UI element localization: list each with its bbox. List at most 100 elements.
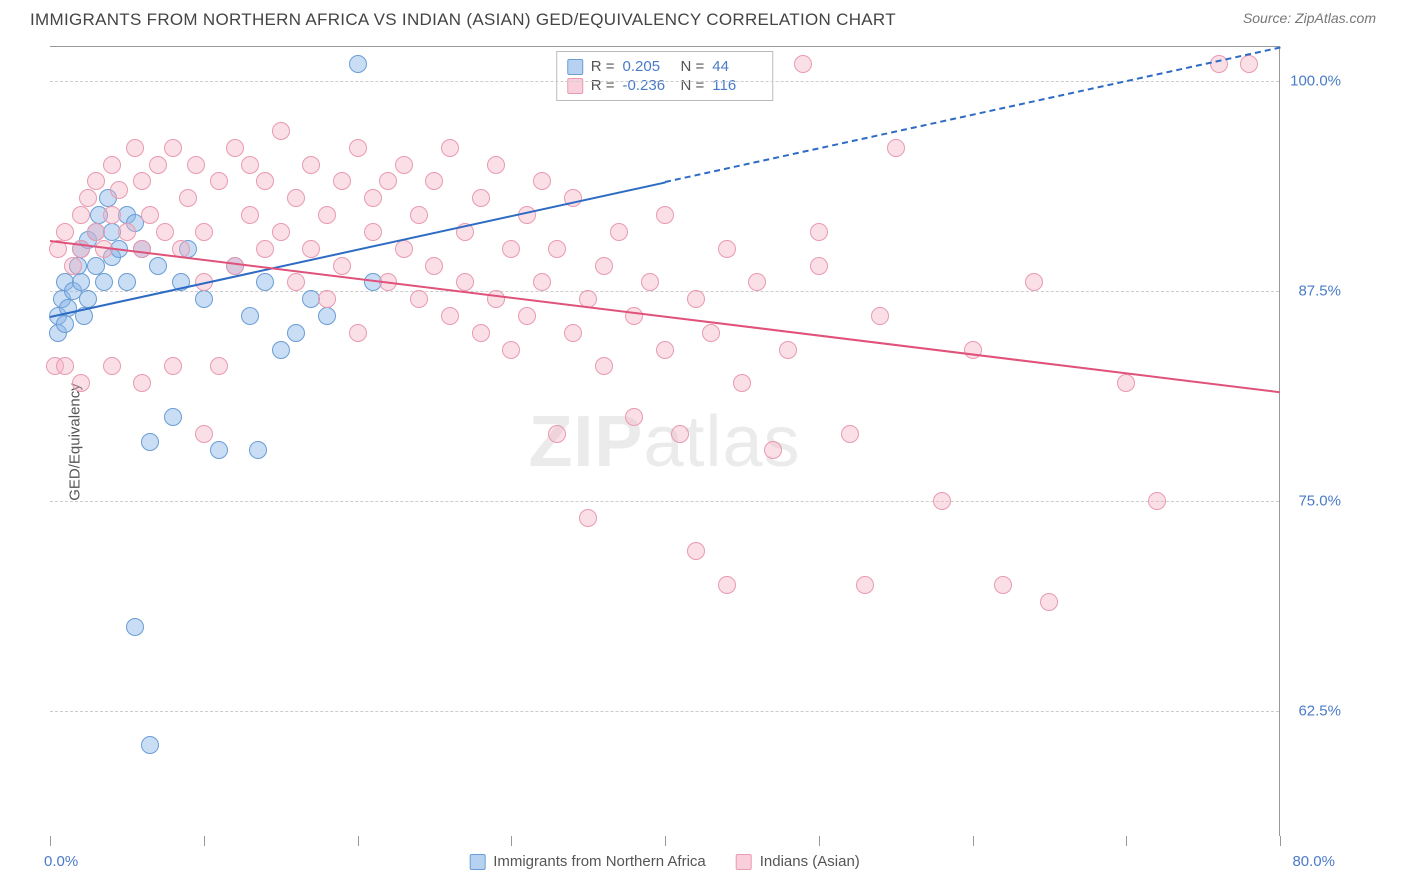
y-tick-label: 62.5% — [1298, 702, 1341, 719]
data-point — [579, 509, 597, 527]
data-point — [810, 257, 828, 275]
data-point — [1148, 492, 1166, 510]
x-max-label: 80.0% — [1292, 853, 1335, 870]
data-point — [302, 156, 320, 174]
data-point — [994, 576, 1012, 594]
data-point — [871, 307, 889, 325]
data-point — [126, 139, 144, 157]
data-point — [502, 240, 520, 258]
legend-swatch — [567, 59, 583, 75]
data-point — [256, 172, 274, 190]
data-point — [133, 374, 151, 392]
data-point — [156, 223, 174, 241]
data-point — [149, 156, 167, 174]
data-point — [656, 341, 674, 359]
data-point — [110, 181, 128, 199]
data-point — [133, 240, 151, 258]
data-point — [56, 223, 74, 241]
data-point — [456, 273, 474, 291]
data-point — [103, 357, 121, 375]
data-point — [687, 542, 705, 560]
data-point — [210, 441, 228, 459]
data-point — [149, 257, 167, 275]
gridline — [50, 81, 1279, 82]
data-point — [287, 273, 305, 291]
data-point — [794, 55, 812, 73]
y-tick-label: 75.0% — [1298, 492, 1341, 509]
data-point — [764, 441, 782, 459]
data-point — [118, 223, 136, 241]
source-attribution: Source: ZipAtlas.com — [1243, 10, 1376, 26]
legend-item: Indians (Asian) — [736, 853, 860, 870]
data-point — [241, 156, 259, 174]
data-point — [410, 290, 428, 308]
data-point — [718, 576, 736, 594]
data-point — [487, 290, 505, 308]
chart-title: IMMIGRANTS FROM NORTHERN AFRICA VS INDIA… — [30, 10, 896, 30]
data-point — [364, 223, 382, 241]
gridline — [50, 291, 1279, 292]
data-point — [318, 307, 336, 325]
x-tick — [973, 836, 974, 846]
data-point — [72, 374, 90, 392]
data-point — [533, 273, 551, 291]
x-tick — [511, 836, 512, 846]
data-point — [87, 223, 105, 241]
data-point — [656, 206, 674, 224]
data-point — [718, 240, 736, 258]
data-point — [164, 408, 182, 426]
data-point — [564, 324, 582, 342]
data-point — [256, 240, 274, 258]
scatter-plot: GED/Equivalency ZIPatlas R =0.205N =44R … — [50, 46, 1280, 836]
data-point — [379, 172, 397, 190]
y-tick-label: 87.5% — [1298, 282, 1341, 299]
data-point — [441, 139, 459, 157]
x-tick — [358, 836, 359, 846]
data-point — [364, 189, 382, 207]
data-point — [349, 55, 367, 73]
data-point — [87, 172, 105, 190]
data-point — [64, 257, 82, 275]
data-point — [610, 223, 628, 241]
data-point — [141, 206, 159, 224]
x-tick — [819, 836, 820, 846]
data-point — [103, 156, 121, 174]
data-point — [641, 273, 659, 291]
data-point — [856, 576, 874, 594]
x-tick — [1280, 836, 1281, 846]
data-point — [126, 618, 144, 636]
data-point — [72, 206, 90, 224]
data-point — [548, 425, 566, 443]
data-point — [1025, 273, 1043, 291]
data-point — [249, 441, 267, 459]
data-point — [748, 273, 766, 291]
data-point — [318, 290, 336, 308]
x-tick — [50, 836, 51, 846]
data-point — [272, 341, 290, 359]
data-point — [72, 273, 90, 291]
x-tick — [665, 836, 666, 846]
legend-item: Immigrants from Northern Africa — [469, 853, 706, 870]
data-point — [395, 156, 413, 174]
data-point — [187, 156, 205, 174]
stats-row: R =-0.236N =116 — [567, 77, 763, 94]
data-point — [256, 273, 274, 291]
data-point — [349, 139, 367, 157]
data-point — [533, 172, 551, 190]
x-tick — [1126, 836, 1127, 846]
data-point — [333, 172, 351, 190]
trend-line — [50, 240, 1280, 393]
data-point — [425, 257, 443, 275]
x-min-label: 0.0% — [44, 853, 78, 870]
data-point — [164, 139, 182, 157]
series-legend: Immigrants from Northern Africa Indians (… — [469, 853, 860, 870]
watermark: ZIPatlas — [528, 401, 800, 483]
data-point — [272, 122, 290, 140]
data-point — [333, 257, 351, 275]
data-point — [441, 307, 459, 325]
data-point — [133, 172, 151, 190]
data-point — [779, 341, 797, 359]
data-point — [733, 374, 751, 392]
data-point — [671, 425, 689, 443]
data-point — [472, 324, 490, 342]
